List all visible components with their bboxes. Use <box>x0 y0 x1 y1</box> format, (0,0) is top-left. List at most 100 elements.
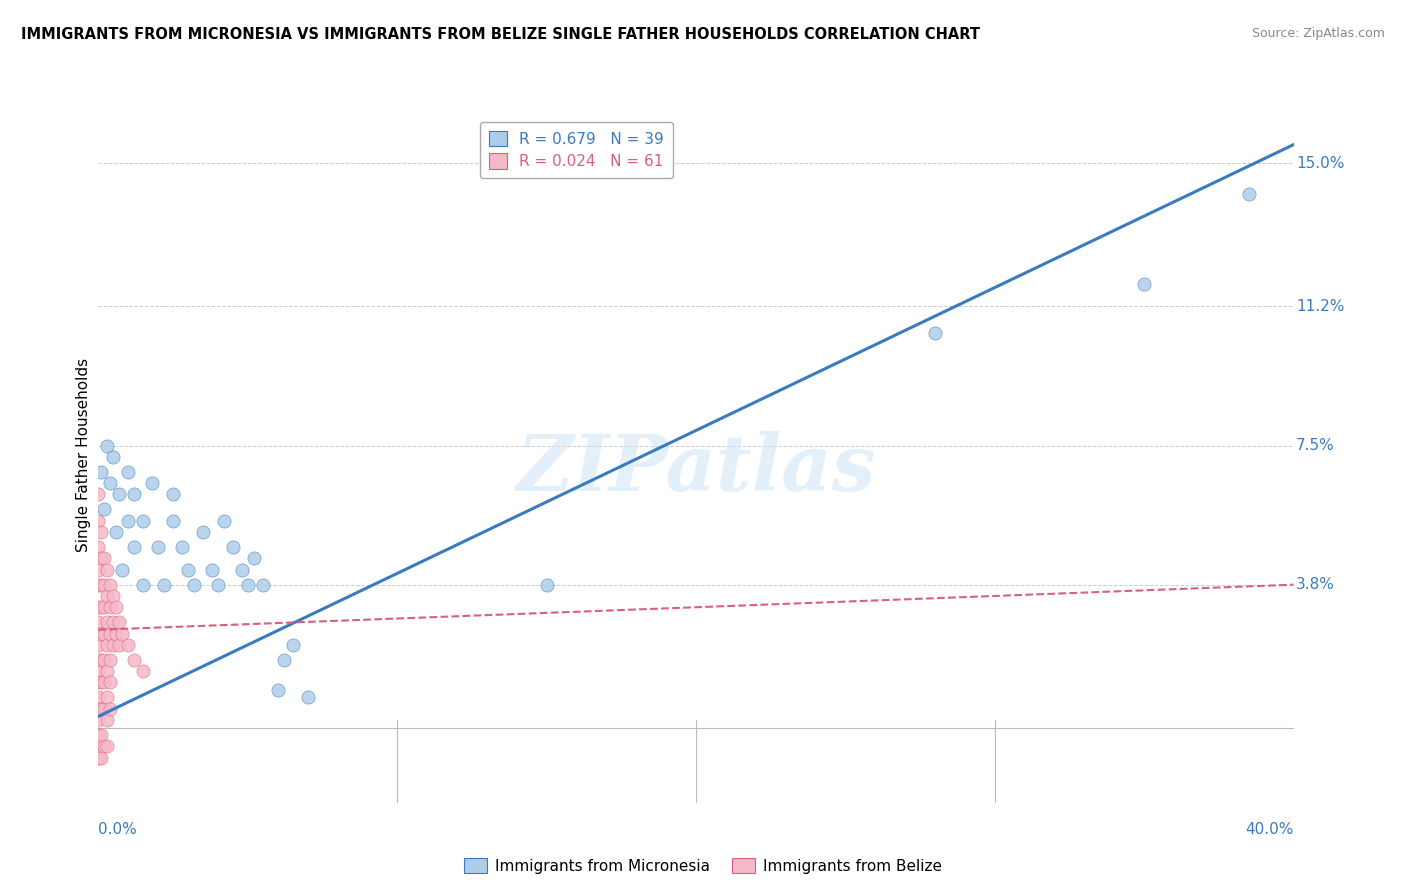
Point <box>93 702 115 716</box>
Point <box>103 450 125 464</box>
Point <box>93 653 115 667</box>
Point <box>108 638 131 652</box>
Point <box>87 664 110 678</box>
Point <box>172 540 194 554</box>
Point <box>191 524 214 539</box>
Point <box>93 675 115 690</box>
Point <box>93 600 115 615</box>
Point <box>90 600 112 615</box>
Point <box>90 524 112 539</box>
Point <box>96 739 118 754</box>
Point <box>105 524 128 539</box>
Point <box>148 540 170 554</box>
Point <box>98 653 122 667</box>
Legend: Immigrants from Micronesia, Immigrants from Belize: Immigrants from Micronesia, Immigrants f… <box>458 852 948 880</box>
Point <box>93 577 115 591</box>
Point <box>111 563 134 577</box>
Point <box>132 577 155 591</box>
Point <box>162 487 184 501</box>
Point <box>96 615 118 630</box>
Point <box>87 487 110 501</box>
Text: 0.0%: 0.0% <box>98 822 138 837</box>
Point <box>90 728 112 742</box>
Point <box>87 540 110 554</box>
Point <box>207 577 229 591</box>
Point <box>87 638 110 652</box>
Point <box>87 653 110 667</box>
Point <box>103 638 125 652</box>
Text: 11.2%: 11.2% <box>1296 299 1344 314</box>
Point <box>132 664 155 678</box>
Point <box>98 702 122 716</box>
Point <box>87 626 110 640</box>
Point <box>93 739 115 754</box>
Point <box>267 683 290 698</box>
Point <box>153 577 176 591</box>
Text: Source: ZipAtlas.com: Source: ZipAtlas.com <box>1251 27 1385 40</box>
Point <box>96 713 118 727</box>
Point <box>124 540 146 554</box>
Point <box>222 540 245 554</box>
Legend: R = 0.679   N = 39, R = 0.024   N = 61: R = 0.679 N = 39, R = 0.024 N = 61 <box>479 121 673 178</box>
Point <box>87 690 110 705</box>
Text: 15.0%: 15.0% <box>1296 156 1344 171</box>
Point <box>90 750 112 764</box>
Point <box>93 502 115 516</box>
Point <box>252 577 274 591</box>
Point <box>90 702 112 716</box>
Point <box>87 739 110 754</box>
Point <box>281 638 304 652</box>
Point <box>90 551 112 566</box>
Point <box>297 690 319 705</box>
Point <box>162 514 184 528</box>
Point <box>98 626 122 640</box>
Point <box>90 465 112 479</box>
Text: 7.5%: 7.5% <box>1296 438 1334 453</box>
Point <box>98 600 122 615</box>
Point <box>231 563 253 577</box>
Point <box>177 563 200 577</box>
Point <box>243 551 266 566</box>
Point <box>93 551 115 566</box>
Point <box>87 728 110 742</box>
Point <box>90 675 112 690</box>
Point <box>87 563 110 577</box>
Point <box>87 702 110 716</box>
Point <box>117 465 139 479</box>
Point <box>87 514 110 528</box>
Point <box>98 675 122 690</box>
Point <box>924 326 946 340</box>
Point <box>111 626 134 640</box>
Point <box>96 664 118 678</box>
Text: IMMIGRANTS FROM MICRONESIA VS IMMIGRANTS FROM BELIZE SINGLE FATHER HOUSEHOLDS CO: IMMIGRANTS FROM MICRONESIA VS IMMIGRANTS… <box>21 27 980 42</box>
Point <box>96 638 118 652</box>
Point <box>87 750 110 764</box>
Y-axis label: Single Father Households: Single Father Households <box>76 358 91 552</box>
Point <box>96 563 118 577</box>
Point <box>87 675 110 690</box>
Point <box>93 626 115 640</box>
Point <box>117 638 139 652</box>
Point <box>98 476 122 491</box>
Point <box>124 653 146 667</box>
Text: 40.0%: 40.0% <box>1246 822 1294 837</box>
Point <box>105 626 128 640</box>
Point <box>87 577 110 591</box>
Point <box>183 577 205 591</box>
Point <box>132 514 155 528</box>
Point <box>90 653 112 667</box>
Point <box>108 487 131 501</box>
Point <box>201 563 224 577</box>
Text: ZIPatlas: ZIPatlas <box>516 431 876 507</box>
Point <box>117 514 139 528</box>
Point <box>273 653 295 667</box>
Point <box>87 713 110 727</box>
Point <box>1237 186 1260 201</box>
Point <box>1133 277 1156 291</box>
Point <box>90 626 112 640</box>
Point <box>108 615 131 630</box>
Point <box>212 514 235 528</box>
Point <box>96 690 118 705</box>
Point <box>96 589 118 603</box>
Point <box>98 577 122 591</box>
